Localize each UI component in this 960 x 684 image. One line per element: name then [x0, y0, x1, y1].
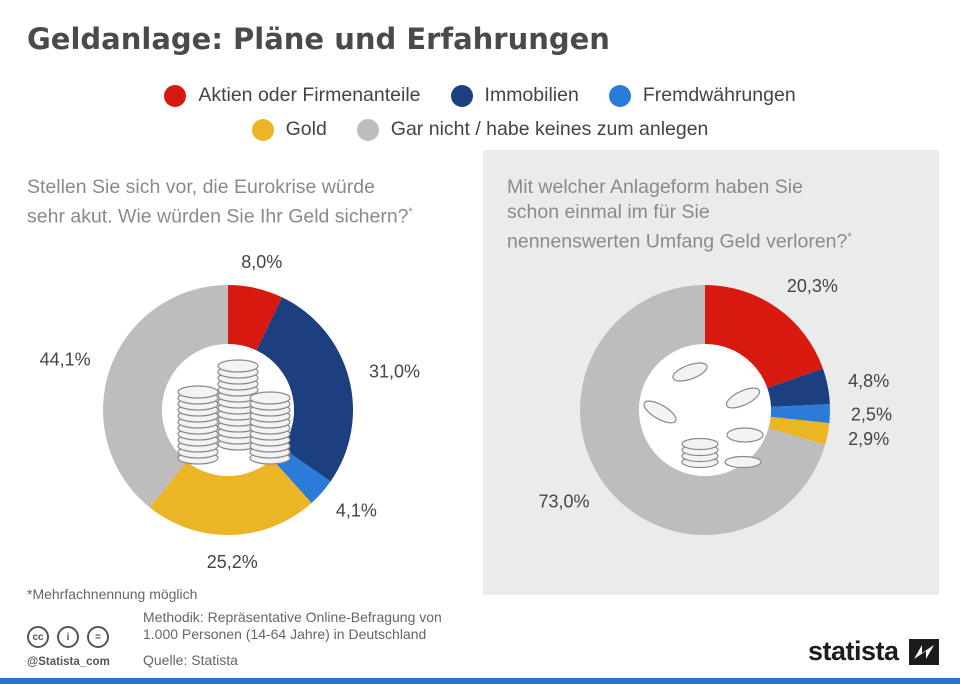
footnote: *Mehrfachnennung möglich	[27, 586, 198, 602]
slice-immobilien	[256, 297, 354, 482]
slice-garnicht	[103, 285, 228, 508]
legend-label-gold: Gold	[285, 118, 327, 140]
source: Quelle: Statista	[143, 652, 238, 668]
donut-hole	[639, 344, 771, 476]
right-question-line3-wrap: nennenswerten Umfang Geld verloren?*	[507, 225, 852, 255]
donut-chart-2: 20,3% 4,8% 2,5% 2,9% 73,0%	[538, 276, 892, 536]
legend-item-gold: Gold	[251, 118, 327, 141]
slice-label-garnicht: 44,1%	[40, 350, 91, 370]
slice-label-garnicht: 73,0%	[538, 491, 589, 511]
left-question-line2: sehr akut. Wie würden Sie Ihr Geld siche…	[27, 205, 409, 228]
legend-swatch-gold	[251, 118, 274, 141]
falling-coins-icon	[643, 362, 764, 469]
by-icon: i	[57, 626, 79, 648]
legend-swatch-immobilien	[450, 84, 473, 107]
legend-swatch-fremdwaehrungen	[608, 84, 631, 107]
slice-label-gold: 25,2%	[207, 552, 258, 572]
legend-item-garnicht: Gar nicht / habe keines zum anlegen	[356, 118, 709, 141]
right-question: Mit welcher Anlageform haben Sie schon e…	[507, 175, 852, 255]
left-question: Stellen Sie sich vor, die Eurokrise würd…	[27, 175, 413, 230]
legend-label-fremdwaehrungen: Fremdwährungen	[642, 84, 796, 106]
slice-aktien	[705, 285, 823, 389]
slice-label-immobilien: 31,0%	[369, 361, 420, 381]
slice-aktien	[228, 285, 283, 351]
legend-label-garnicht: Gar nicht / habe keines zum anlegen	[390, 118, 709, 140]
slice-immobilien	[767, 368, 830, 407]
license-icons: cc i =	[27, 626, 109, 648]
right-question-line3: nennenswerten Umfang Geld verloren?	[507, 230, 848, 253]
cc-icon: cc	[27, 626, 49, 648]
legend-row-1: Aktien oder Firmenanteile Immobilien Fre…	[0, 84, 960, 107]
slice-label-fremdwaehrungen: 2,5%	[851, 404, 892, 424]
left-question-line1: Stellen Sie sich vor, die Eurokrise würd…	[27, 176, 375, 198]
methodology-line1: Methodik: Repräsentative Online-Befragun…	[143, 609, 442, 625]
legend-row-2: Gold Gar nicht / habe keines zum anlegen	[0, 118, 960, 141]
statista-logo[interactable]: statista	[808, 636, 939, 667]
bottom-accent-bar	[0, 678, 960, 684]
brand-name: statista	[808, 636, 899, 666]
chart-title: Geldanlage: Pläne und Erfahrungen	[27, 22, 610, 56]
nd-icon: =	[87, 626, 109, 648]
slice-gold	[768, 416, 830, 445]
legend-label-aktien: Aktien oder Firmenanteile	[198, 84, 421, 106]
left-question-star: *	[408, 206, 413, 218]
slice-fremdwaehrungen	[770, 404, 830, 424]
donut-chart-1: 8,0% 31,0% 4,1% 25,2% 44,1%	[40, 252, 420, 572]
slice-label-gold: 2,9%	[848, 429, 889, 449]
statista-flag-icon	[908, 638, 939, 665]
methodology: Methodik: Repräsentative Online-Befragun…	[143, 609, 523, 643]
legend-item-immobilien: Immobilien	[450, 84, 579, 107]
slice-label-immobilien: 4,8%	[848, 371, 889, 391]
coin-stack-icon	[177, 359, 291, 465]
legend-item-aktien: Aktien oder Firmenanteile	[164, 84, 421, 107]
legend-label-immobilien: Immobilien	[484, 84, 579, 106]
slice-label-fremdwaehrungen: 4,1%	[336, 501, 377, 521]
right-question-line1: Mit welcher Anlageform haben Sie	[507, 176, 803, 198]
right-question-star: *	[847, 231, 852, 243]
slice-label-aktien: 20,3%	[787, 276, 838, 296]
right-question-line2: schon einmal im für Sie	[507, 201, 710, 223]
legend-swatch-garnicht	[356, 118, 379, 141]
twitter-handle: @Statista_com	[27, 656, 110, 668]
slice-gold	[149, 459, 312, 535]
methodology-line2: 1.000 Personen (14-64 Jahre) in Deutschl…	[143, 626, 427, 642]
legend-swatch-aktien	[164, 84, 187, 107]
slice-garnicht	[580, 285, 826, 536]
slice-label-aktien: 8,0%	[241, 252, 282, 272]
left-question-line2-wrap: sehr akut. Wie würden Sie Ihr Geld siche…	[27, 200, 413, 230]
legend-item-fremdwaehrungen: Fremdwährungen	[608, 84, 796, 107]
